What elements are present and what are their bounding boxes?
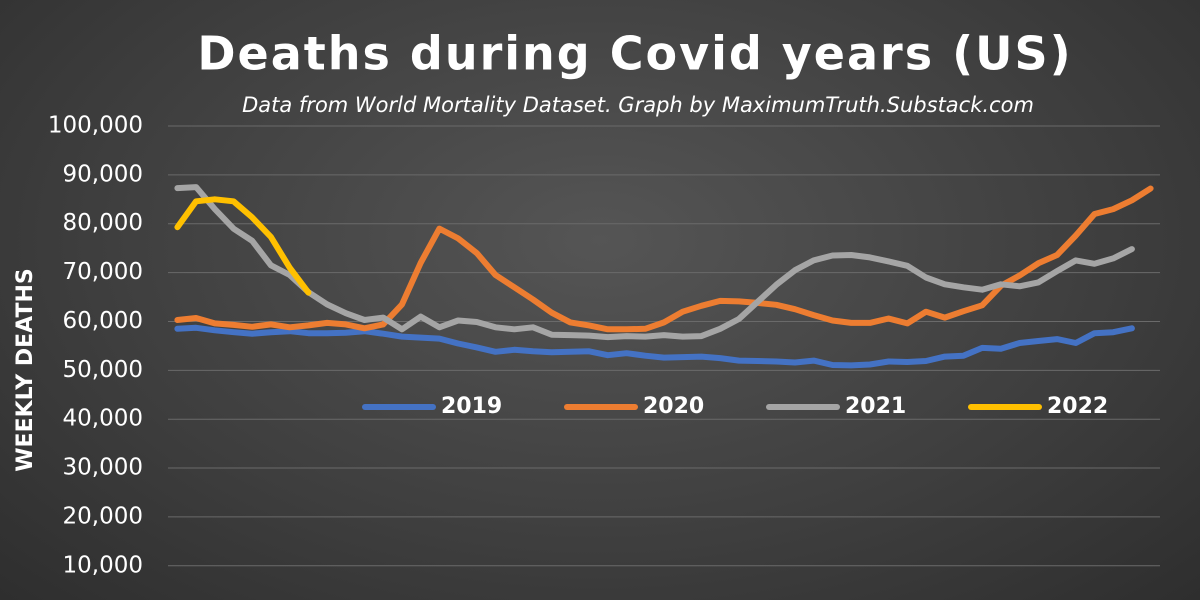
series-line — [174, 185, 1154, 333]
y-tick-label: 80,000 — [63, 210, 143, 236]
y-tick-label: 70,000 — [63, 259, 143, 285]
series-line — [174, 196, 312, 296]
chart-subtitle: Data from World Mortality Dataset. Graph… — [242, 93, 1034, 117]
legend-label: 2022 — [1047, 394, 1108, 419]
y-tick-label: 20,000 — [63, 503, 143, 529]
series-line — [174, 324, 1135, 369]
y-axis-label: WEEKLY DEATHS — [13, 268, 38, 471]
legend-label: 2019 — [441, 394, 502, 419]
y-tick-label: 40,000 — [63, 406, 143, 432]
y-tick-label: 90,000 — [63, 161, 143, 187]
y-tick-label: 10,000 — [63, 552, 143, 578]
legend-label: 2020 — [643, 394, 704, 419]
chart-title: Deaths during Covid years (US) — [197, 27, 1072, 81]
series-line — [174, 184, 1135, 341]
y-tick-label: 30,000 — [63, 455, 143, 481]
y-tick-label: 60,000 — [63, 308, 143, 334]
y-tick-label: 50,000 — [63, 357, 143, 383]
y-tick-label: 100,000 — [48, 113, 143, 139]
legend-label: 2021 — [845, 394, 906, 419]
